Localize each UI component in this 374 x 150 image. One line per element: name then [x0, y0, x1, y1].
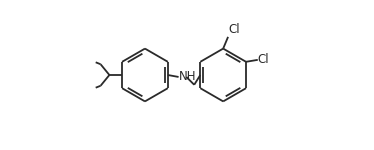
- Text: Cl: Cl: [228, 23, 240, 36]
- Text: Cl: Cl: [258, 53, 269, 66]
- Text: NH: NH: [178, 70, 196, 83]
